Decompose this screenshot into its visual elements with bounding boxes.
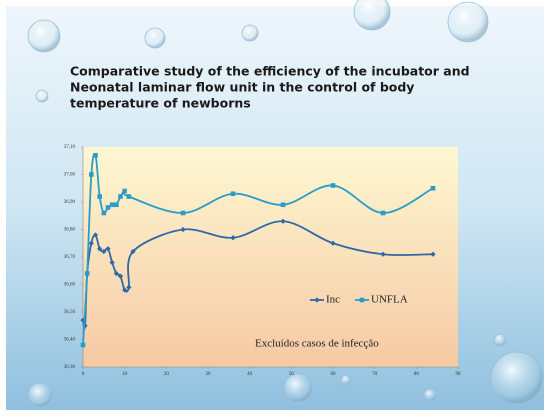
- y-tick-label: 36,90: [64, 200, 76, 205]
- y-tick-label: 36,80: [64, 228, 76, 233]
- x-tick-label: 70: [372, 372, 378, 377]
- x-tick-label: 60: [331, 372, 337, 377]
- marker: [110, 202, 115, 207]
- marker: [81, 343, 86, 348]
- y-tick-label: 37,10: [64, 145, 76, 150]
- x-tick-label: 40: [247, 372, 253, 377]
- y-tick-label: 36,60: [64, 283, 76, 288]
- title-line: Neonatal laminar flow unit in the contro…: [70, 80, 414, 95]
- marker: [97, 194, 102, 199]
- marker: [331, 183, 336, 188]
- legend-label: UNFLA: [371, 294, 408, 306]
- x-tick-label: 50: [289, 372, 295, 377]
- y-tick-label: 37,00: [64, 173, 76, 178]
- x-tick-label: 10: [122, 372, 128, 377]
- title-line: temperature of newborns: [70, 96, 251, 111]
- marker: [431, 186, 436, 191]
- marker: [89, 172, 94, 177]
- marker: [93, 153, 98, 158]
- marker: [231, 191, 236, 196]
- plot-area: [83, 147, 458, 367]
- x-tick-label: 30: [206, 372, 212, 377]
- title-line: Comparative study of the efficiency of t…: [70, 64, 470, 79]
- slide: Comparative study of the efficiency of t…: [0, 0, 550, 416]
- x-tick-label: 90: [456, 372, 462, 377]
- marker: [181, 211, 186, 216]
- x-tick-label: 80: [414, 372, 420, 377]
- y-tick-label: 36,30: [64, 365, 76, 370]
- marker: [118, 194, 123, 199]
- y-tick-label: 36,50: [64, 310, 76, 315]
- y-tick-label: 36,40: [64, 338, 76, 343]
- marker: [122, 189, 127, 194]
- marker: [102, 211, 107, 216]
- marker: [281, 202, 286, 207]
- marker: [381, 211, 386, 216]
- legend-marker: [360, 298, 365, 303]
- legend-label: Inc: [326, 294, 340, 306]
- y-tick-label: 36,70: [64, 255, 76, 260]
- annotation: Excluídos casos de infecção: [255, 338, 379, 350]
- x-tick-label: 20: [164, 372, 170, 377]
- marker: [85, 271, 90, 276]
- marker: [127, 194, 132, 199]
- marker: [114, 202, 119, 207]
- marker: [106, 205, 111, 210]
